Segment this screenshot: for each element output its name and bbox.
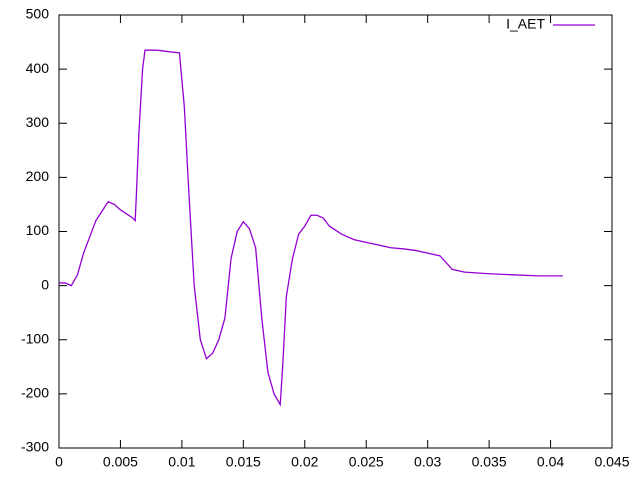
data-line [59,49,563,407]
x-tick-label: 0.015 [226,454,261,470]
x-tick-label: 0.035 [472,454,507,470]
y-tick-label: 200 [26,168,50,184]
y-tick-label: 100 [26,222,50,238]
y-tick-label: 0 [41,276,49,292]
x-tick-label: 0.02 [291,454,318,470]
x-tick-label: 0.01 [168,454,195,470]
x-tick-label: 0.005 [103,454,138,470]
x-tick-label: 0.03 [414,454,441,470]
y-tick-label: 500 [26,6,50,22]
x-tick-label: 0.025 [349,454,384,470]
x-tick-label: 0.045 [594,454,629,470]
y-tick-label: 300 [26,114,50,130]
x-tick-label: 0.04 [537,454,564,470]
x-tick-label: 0 [55,454,63,470]
y-tick-label: 400 [26,60,50,76]
y-tick-label: -200 [21,385,49,401]
legend-label: I_AET [506,16,545,32]
y-tick-label: -300 [21,439,49,455]
y-tick-label: -100 [21,330,49,346]
